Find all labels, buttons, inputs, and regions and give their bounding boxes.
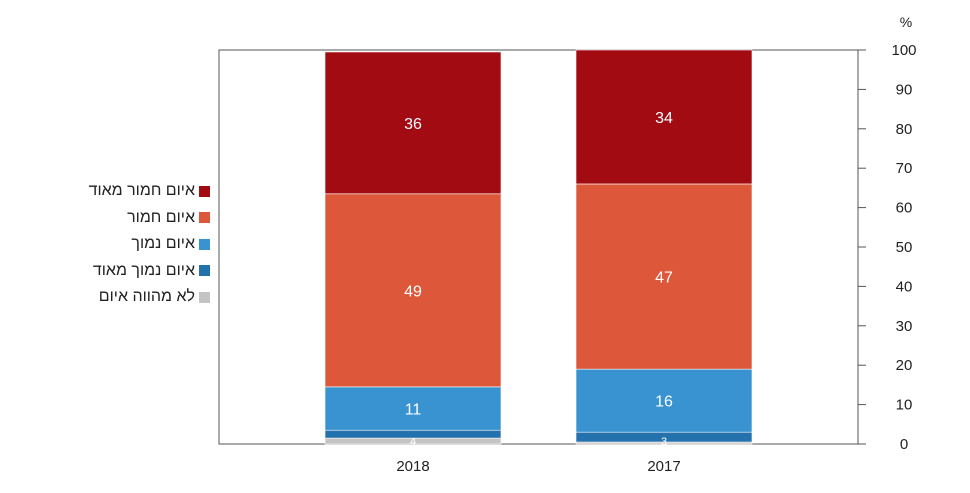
- chart-legend: איום חמור מאוד איום חמור איום נמוך איום נמו…: [30, 178, 210, 311]
- x-category-label: 2018: [396, 458, 429, 475]
- data-label: 11: [405, 402, 422, 419]
- bar-segment: [324, 51, 502, 195]
- legend-label: לא מהווה איום: [98, 288, 195, 306]
- data-label: 36: [404, 116, 422, 133]
- bar-segment: [324, 429, 502, 439]
- legend-item: איום נמוך מאוד: [30, 258, 210, 285]
- y-tick-label: 40: [896, 278, 913, 295]
- bar-segment: [324, 193, 502, 388]
- plot-frame: [218, 49, 859, 445]
- data-label: 3: [661, 436, 667, 448]
- legend-item: לא מהווה איום: [30, 284, 210, 311]
- y-tick-label: 90: [896, 81, 913, 98]
- y-tick-label: 20: [896, 357, 913, 374]
- legend-label: איום נמוך מאוד: [92, 261, 195, 279]
- bar-segment: [575, 368, 753, 433]
- data-label: 49: [404, 283, 422, 300]
- bar-segment: [575, 49, 753, 185]
- y-axis-unit-label: %: [900, 14, 912, 30]
- legend-swatch: [199, 265, 210, 277]
- legend-item: איום חמור: [30, 205, 210, 232]
- data-label: 16: [655, 394, 673, 411]
- legend-swatch: [199, 185, 210, 197]
- bar-segment: [575, 183, 753, 370]
- bar-segment: [324, 386, 502, 431]
- legend-swatch: [199, 238, 210, 250]
- data-label: 47: [655, 270, 673, 287]
- y-tick-label: 30: [896, 318, 913, 335]
- legend-swatch: [199, 212, 210, 224]
- legend-item: איום חמור מאוד: [30, 178, 210, 205]
- data-label: 4: [410, 436, 416, 448]
- y-tick-label: 80: [896, 121, 913, 138]
- y-tick-label: 10: [896, 397, 913, 414]
- y-tick-label: 100: [891, 42, 916, 59]
- x-category-label: 2017: [647, 458, 680, 475]
- legend-label: איום חמור מאוד: [88, 182, 195, 200]
- legend-label: איום נמוך: [131, 235, 195, 253]
- y-tick-label: 60: [896, 200, 913, 217]
- y-tick-label: 0: [900, 436, 908, 453]
- legend-item: איום נמוך: [30, 231, 210, 258]
- y-tick-label: 50: [896, 239, 913, 256]
- legend-label: איום חמור: [127, 208, 195, 226]
- data-label: 34: [655, 110, 673, 127]
- legend-swatch: [199, 291, 210, 303]
- y-tick-label: 70: [896, 160, 913, 177]
